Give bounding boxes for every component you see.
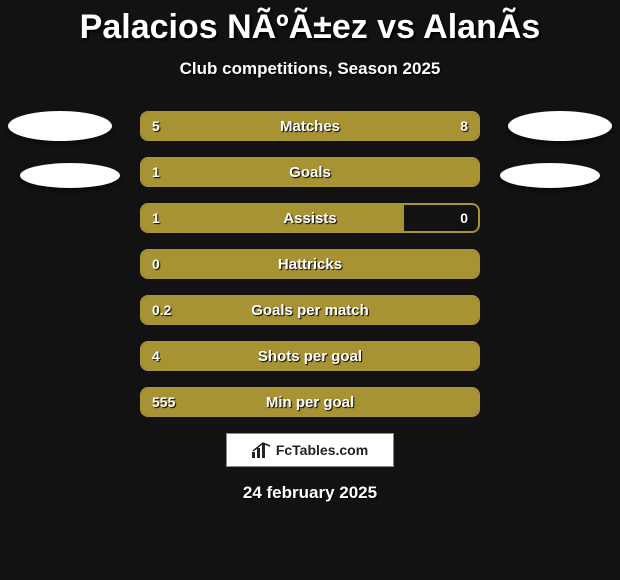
stat-value-left: 4 (152, 343, 160, 369)
stat-value-right: 8 (460, 113, 468, 139)
stat-value-left: 1 (152, 159, 160, 185)
player-right-oval-2 (500, 163, 600, 188)
chart-icon (252, 442, 272, 458)
subtitle: Club competitions, Season 2025 (0, 59, 620, 79)
bar-fill-left (142, 343, 478, 369)
bar-fill-left (142, 205, 404, 231)
stat-row: 4Shots per goal (140, 341, 480, 371)
stat-value-left: 5 (152, 113, 160, 139)
stat-row: 0.2Goals per match (140, 295, 480, 325)
stat-row: 555Min per goal (140, 387, 480, 417)
player-left-oval-1 (8, 111, 112, 141)
bar-fill-left (142, 297, 478, 323)
bar-fill-left (142, 251, 478, 277)
stat-row: 10Assists (140, 203, 480, 233)
stat-value-left: 1 (152, 205, 160, 231)
bar-fill-left (142, 113, 271, 139)
stat-value-right: 0 (460, 205, 468, 231)
player-right-oval-1 (508, 111, 612, 141)
logo-text: FcTables.com (276, 442, 368, 458)
player-left-oval-2 (20, 163, 120, 188)
stat-row: 58Matches (140, 111, 480, 141)
stat-row: 1Goals (140, 157, 480, 187)
site-logo[interactable]: FcTables.com (226, 433, 394, 467)
stat-value-left: 0.2 (152, 297, 171, 323)
bar-fill-left (142, 389, 478, 415)
bar-fill-right (271, 113, 478, 139)
bar-fill-left (142, 159, 478, 185)
stats-area: 58Matches1Goals10Assists0Hattricks0.2Goa… (0, 111, 620, 417)
stat-value-left: 0 (152, 251, 160, 277)
date: 24 february 2025 (0, 483, 620, 503)
stat-row: 0Hattricks (140, 249, 480, 279)
comparison-bars: 58Matches1Goals10Assists0Hattricks0.2Goa… (140, 111, 480, 417)
page-title: Palacios NÃºÃ±ez vs AlanÃ­s (0, 0, 620, 47)
stat-value-left: 555 (152, 389, 175, 415)
